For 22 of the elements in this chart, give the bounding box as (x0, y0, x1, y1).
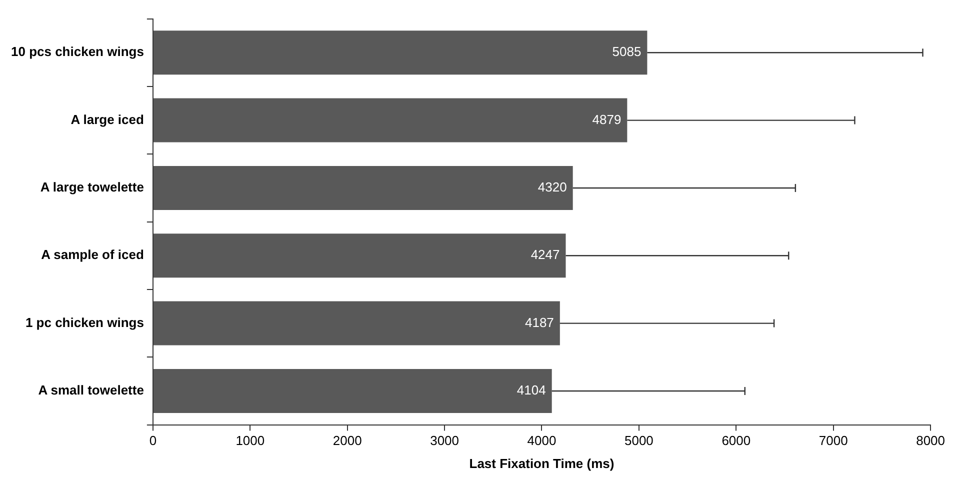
data-label: 4247 (530, 247, 560, 262)
data-label: 5085 (612, 44, 642, 60)
data-label: 4187 (524, 314, 554, 330)
y-tick-label: A sample of iced (41, 247, 144, 262)
x-tick-label: 6000 (722, 433, 751, 448)
y-tick-label: 10 pcs chicken wings (10, 44, 144, 60)
x-tick-label: 3000 (430, 433, 460, 448)
y-tick-label: A small towelette (38, 382, 144, 398)
x-tick-label: 5000 (624, 433, 654, 448)
x-axis-title: Last Fixation Time (ms) (469, 456, 614, 471)
y-tick-label: 1 pc chicken wings (25, 314, 144, 330)
x-tick-label: 2000 (332, 433, 362, 448)
data-label: 4879 (592, 112, 622, 127)
x-tick-label: 7000 (818, 433, 848, 448)
x-tick-label: 0 (149, 433, 157, 448)
data-label: 4104 (516, 382, 546, 398)
y-tick-label: A large iced (70, 112, 144, 127)
y-tick-label: A large towelette (40, 180, 144, 195)
x-tick-label: 8000 (916, 433, 945, 448)
x-tick-label: 4000 (527, 433, 556, 448)
x-tick-label: 1000 (236, 433, 265, 448)
data-label: 4320 (538, 180, 567, 195)
